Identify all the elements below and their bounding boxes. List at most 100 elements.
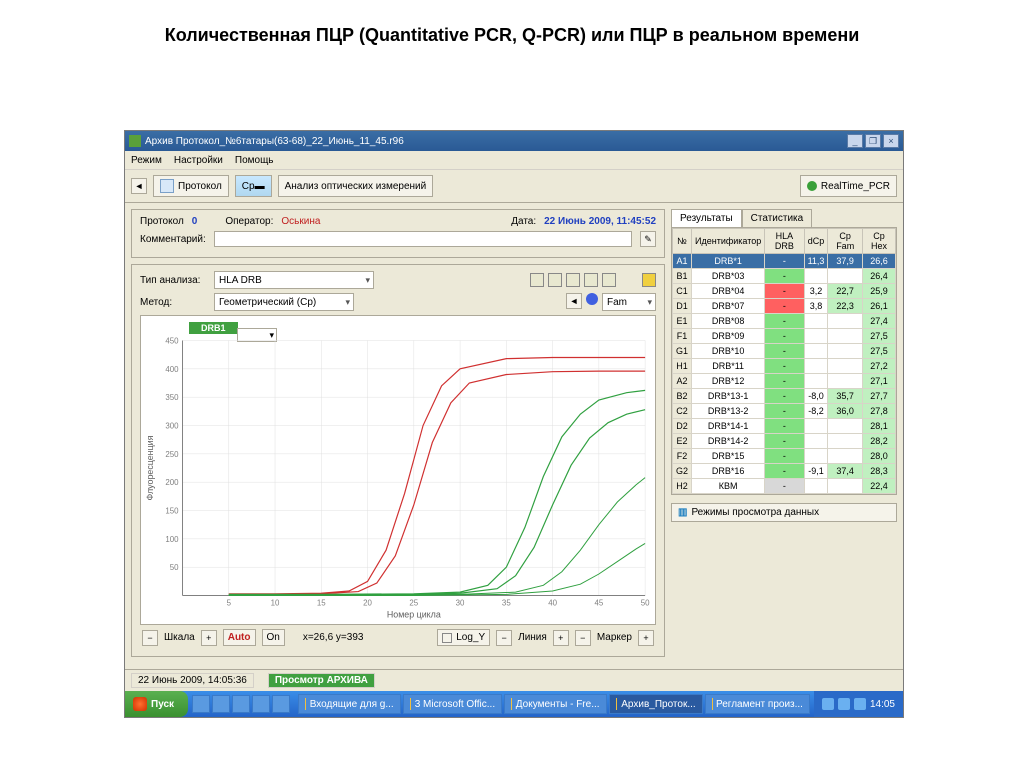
- task-button[interactable]: Входящие для g...: [298, 694, 401, 714]
- operator-label: Оператор:: [225, 216, 273, 227]
- comment-edit-button[interactable]: ✎: [640, 231, 656, 247]
- table-row[interactable]: A1DRB*1-11,337,926,6: [673, 254, 896, 269]
- svg-text:Флуоресценция: Флуоресценция: [145, 435, 155, 500]
- channel-dot-icon: [586, 293, 598, 305]
- tray-icon-1[interactable]: [822, 698, 834, 710]
- task-button[interactable]: Документы - Fre...: [504, 694, 606, 714]
- svg-text:15: 15: [317, 598, 326, 607]
- marker-plus-button[interactable]: +: [638, 630, 654, 646]
- menu-mode[interactable]: Режим: [131, 155, 162, 166]
- analysis-type-select[interactable]: HLA DRB: [214, 271, 374, 289]
- comment-input[interactable]: [214, 231, 632, 247]
- svg-text:100: 100: [165, 535, 179, 544]
- scale-label: Шкала: [164, 632, 195, 643]
- table-row[interactable]: D2DRB*14-1-28,1: [673, 419, 896, 434]
- table-row[interactable]: A2DRB*12-27,1: [673, 374, 896, 389]
- table-row[interactable]: B1DRB*03-26,4: [673, 269, 896, 284]
- tool-icon-4[interactable]: [584, 273, 598, 287]
- col-hla[interactable]: HLA DRB: [765, 229, 804, 254]
- cursor-readout: x=26,6 y=393: [303, 632, 364, 643]
- minimize-button[interactable]: _: [847, 134, 863, 148]
- scale-minus-button[interactable]: −: [142, 630, 158, 646]
- line-plus-button[interactable]: +: [553, 630, 569, 646]
- line-minus-button[interactable]: −: [496, 630, 512, 646]
- logy-checkbox[interactable]: Log_Y: [437, 629, 490, 646]
- tray-icon-3[interactable]: [854, 698, 866, 710]
- col-cphex[interactable]: Cp Hex: [862, 229, 895, 254]
- line-label: Линия: [518, 632, 547, 643]
- table-row[interactable]: B2DRB*13-1--8,035,727,7: [673, 389, 896, 404]
- table-row[interactable]: C1DRB*04-3,222,725,9: [673, 284, 896, 299]
- view-modes-button[interactable]: ▥ Режимы просмотра данных: [671, 503, 897, 522]
- app-icon: [129, 135, 141, 147]
- amplification-chart: DRB1 ▾ 501001502002503003504004505101520…: [140, 315, 656, 625]
- table-row[interactable]: C2DRB*13-2--8,236,027,8: [673, 404, 896, 419]
- table-row[interactable]: F2DRB*15-28,0: [673, 449, 896, 464]
- ql-icon-2[interactable]: [212, 695, 230, 713]
- table-row[interactable]: E2DRB*14-2-28,2: [673, 434, 896, 449]
- col-cpfam[interactable]: Cp Fam: [828, 229, 863, 254]
- method-label: Метод:: [140, 297, 208, 308]
- col-id[interactable]: Идентификатор: [692, 229, 765, 254]
- task-button[interactable]: Архив_Проток...: [609, 694, 703, 714]
- table-row[interactable]: H2КВМ-22,4: [673, 479, 896, 494]
- table-row[interactable]: G2DRB*16--9,137,428,3: [673, 464, 896, 479]
- tool-icon-5[interactable]: [602, 273, 616, 287]
- ql-icon-1[interactable]: [192, 695, 210, 713]
- menubar: Режим Настройки Помощь: [125, 151, 903, 169]
- table-row[interactable]: H1DRB*11-27,2: [673, 359, 896, 374]
- protocol-button[interactable]: Протокол: [153, 175, 229, 197]
- start-icon: [133, 697, 147, 711]
- on-toggle[interactable]: On: [262, 629, 285, 646]
- scale-plus-button[interactable]: +: [201, 630, 217, 646]
- menu-help[interactable]: Помощь: [235, 155, 274, 166]
- tray-icon-2[interactable]: [838, 698, 850, 710]
- tab-results[interactable]: Результаты: [671, 209, 742, 227]
- window-title: Архив Протокол_№6татары(63-68)_22_Июнь_1…: [145, 136, 404, 147]
- task-button[interactable]: 3 Microsoft Offic...: [403, 694, 502, 714]
- tab-statistics[interactable]: Статистика: [742, 209, 813, 227]
- col-dcp[interactable]: dCp: [804, 229, 828, 254]
- protocol-value: 0: [192, 216, 198, 227]
- back-button[interactable]: ◄: [131, 178, 147, 194]
- nav-prev-button[interactable]: ◄: [566, 293, 582, 309]
- svg-text:Номер цикла: Номер цикла: [387, 609, 441, 619]
- start-button[interactable]: Пуск: [125, 691, 188, 717]
- tool-icon-1[interactable]: [530, 273, 544, 287]
- maximize-button[interactable]: ❐: [865, 134, 881, 148]
- tool-icon-2[interactable]: [548, 273, 562, 287]
- method-select[interactable]: Геометрический (Cp): [214, 293, 354, 311]
- clock: 14:05: [870, 699, 895, 710]
- table-row[interactable]: F1DRB*09-27,5: [673, 329, 896, 344]
- svg-text:50: 50: [170, 563, 179, 572]
- titlebar: Архив Протокол_№6татары(63-68)_22_Июнь_1…: [125, 131, 903, 151]
- menu-settings[interactable]: Настройки: [174, 155, 223, 166]
- table-row[interactable]: G1DRB*10-27,5: [673, 344, 896, 359]
- auto-toggle[interactable]: Auto: [223, 629, 256, 646]
- table-row[interactable]: E1DRB*08-27,4: [673, 314, 896, 329]
- ql-icon-3[interactable]: [232, 695, 250, 713]
- realtime-pcr-button[interactable]: RealTime_PCR: [800, 175, 897, 197]
- svg-text:300: 300: [165, 421, 179, 430]
- system-tray: 14:05: [814, 691, 903, 717]
- gear-icon[interactable]: [642, 273, 656, 287]
- date-label: Дата:: [511, 216, 536, 227]
- table-row[interactable]: D1DRB*07-3,822,326,1: [673, 299, 896, 314]
- date-value: 22 Июнь 2009, 11:45:52: [544, 216, 656, 227]
- analysis-button[interactable]: Анализ оптических измерений: [278, 175, 434, 197]
- col-n[interactable]: №: [673, 229, 692, 254]
- marker-minus-button[interactable]: −: [575, 630, 591, 646]
- svg-text:200: 200: [165, 478, 179, 487]
- svg-text:30: 30: [456, 598, 465, 607]
- task-button[interactable]: Регламент произ...: [705, 694, 810, 714]
- status-mode: Просмотр АРХИВА: [268, 673, 375, 688]
- channel-select[interactable]: Fam: [602, 293, 656, 311]
- tool-icon-3[interactable]: [566, 273, 580, 287]
- close-button[interactable]: ×: [883, 134, 899, 148]
- protocol-label: Протокол: [140, 216, 184, 227]
- results-table: № Идентификатор HLA DRB dCp Cp Fam Cp He…: [671, 227, 897, 495]
- ql-icon-4[interactable]: [252, 695, 270, 713]
- ql-icon-5[interactable]: [272, 695, 290, 713]
- cp-button[interactable]: Cp▬: [235, 175, 272, 197]
- quick-launch: [188, 695, 294, 713]
